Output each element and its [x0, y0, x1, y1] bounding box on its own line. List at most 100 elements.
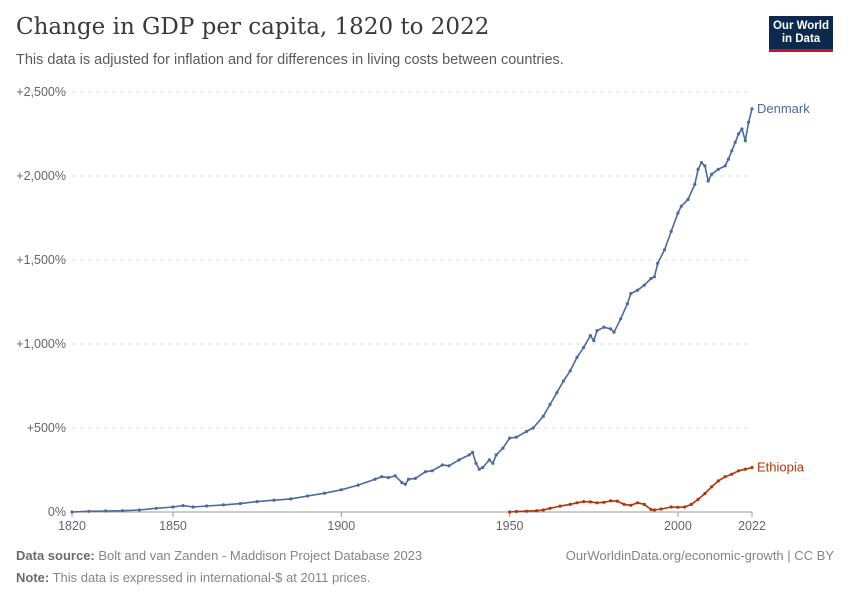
y-tick-label: +2,500%	[16, 85, 66, 99]
data-point-ethiopia	[716, 479, 720, 483]
data-point-denmark	[289, 497, 293, 501]
y-tick-label: +1,000%	[16, 337, 66, 351]
data-point-denmark	[635, 288, 640, 292]
data-point-ethiopia	[524, 509, 529, 513]
data-point-denmark	[205, 504, 209, 508]
data-point-denmark	[699, 161, 704, 165]
data-point-denmark	[612, 330, 616, 334]
data-point-denmark	[733, 140, 737, 144]
data-point-denmark	[686, 197, 690, 202]
data-point-ethiopia	[649, 507, 653, 512]
data-point-denmark	[642, 283, 646, 287]
x-tick-label: 2022	[738, 519, 766, 533]
data-point-denmark	[592, 339, 596, 343]
data-point-ethiopia	[575, 501, 579, 505]
data-point-ethiopia	[629, 503, 633, 507]
data-point-denmark	[104, 509, 108, 513]
logo-line-1: Our World	[772, 20, 829, 32]
data-point-ethiopia	[508, 510, 512, 514]
data-point-denmark	[70, 510, 74, 514]
x-tick-label: 1900	[327, 519, 355, 533]
data-point-denmark	[710, 172, 714, 176]
data-point-denmark	[221, 503, 226, 507]
data-point-denmark	[588, 334, 593, 338]
data-point-ethiopia	[669, 505, 673, 509]
data-point-denmark	[356, 483, 360, 487]
data-point-denmark	[568, 369, 572, 373]
data-point-denmark	[494, 453, 498, 457]
data-point-denmark	[750, 107, 754, 111]
data-point-denmark	[548, 402, 552, 407]
owid-logo[interactable]: Our World in Data	[769, 16, 833, 52]
data-point-denmark	[393, 474, 397, 478]
x-tick-label: 2000	[664, 519, 692, 533]
data-point-denmark	[403, 482, 407, 486]
data-point-ethiopia	[689, 502, 694, 506]
data-source-label: Data source:	[16, 548, 95, 563]
data-point-ethiopia	[548, 506, 552, 510]
data-point-denmark	[736, 132, 741, 136]
x-tick-label: 1850	[159, 519, 187, 533]
chart-title: Change in GDP per capita, 1820 to 2022	[16, 14, 490, 40]
data-point-ethiopia	[595, 501, 599, 505]
data-point-denmark	[693, 182, 697, 186]
data-point-denmark	[723, 164, 727, 168]
data-point-denmark	[743, 139, 747, 143]
data-point-denmark	[669, 229, 673, 233]
data-point-denmark	[471, 450, 475, 454]
data-point-denmark	[662, 248, 667, 252]
data-point-denmark	[629, 292, 633, 296]
data-point-denmark	[413, 476, 417, 480]
data-point-ethiopia	[568, 502, 572, 506]
data-point-ethiopia	[602, 500, 606, 504]
data-point-denmark	[595, 329, 599, 333]
source-link[interactable]: OurWorldinData.org/economic-growth | CC …	[565, 548, 834, 563]
data-point-ethiopia	[615, 499, 619, 503]
data-point-denmark	[696, 167, 700, 171]
series-label-denmark: Denmark	[757, 101, 810, 116]
data-point-denmark	[703, 164, 707, 168]
data-source-text[interactable]: Bolt and van Zanden - Maddison Project D…	[98, 548, 423, 563]
footnote: Note: This data is expressed in internat…	[16, 570, 370, 585]
data-point-denmark	[423, 470, 428, 474]
data-point-ethiopia	[750, 465, 754, 470]
data-point-denmark	[726, 157, 731, 161]
series-label-ethiopia: Ethiopia	[757, 459, 805, 474]
data-point-ethiopia	[659, 507, 663, 511]
data-point-denmark	[430, 469, 434, 473]
data-point-denmark	[730, 149, 734, 153]
data-point-denmark	[649, 276, 653, 281]
data-point-ethiopia	[642, 502, 646, 506]
data-point-denmark	[619, 317, 623, 321]
data-point-ethiopia	[535, 509, 539, 513]
data-point-denmark	[181, 504, 185, 508]
data-point-ethiopia	[696, 497, 700, 501]
data-point-ethiopia	[558, 504, 562, 508]
data-point-ethiopia	[710, 485, 714, 489]
data-point-denmark	[373, 477, 377, 481]
data-point-denmark	[400, 481, 404, 485]
data-point-denmark	[255, 500, 259, 504]
data-point-denmark	[477, 467, 481, 471]
data-point-denmark	[625, 302, 630, 306]
data-point-denmark	[716, 167, 720, 171]
logo-line-2: in Data	[781, 33, 821, 45]
data-point-ethiopia	[541, 508, 545, 512]
data-point-ethiopia	[730, 472, 734, 476]
data-point-denmark	[676, 211, 680, 215]
data-point-denmark	[440, 463, 444, 467]
x-tick-label: 1950	[496, 519, 524, 533]
data-point-ethiopia	[683, 505, 687, 509]
data-point-ethiopia	[736, 469, 741, 473]
data-point-denmark	[514, 435, 519, 439]
data-point-denmark	[171, 505, 175, 509]
note-text: This data is expressed in international-…	[52, 570, 371, 585]
data-point-ethiopia	[652, 508, 657, 512]
data-point-denmark	[380, 475, 384, 479]
data-point-denmark	[447, 464, 451, 468]
chart-subtitle: This data is adjusted for inflation and …	[16, 52, 564, 68]
data-point-denmark	[582, 345, 586, 349]
data-point-denmark	[487, 458, 491, 462]
data-point-ethiopia	[609, 499, 613, 503]
data-point-denmark	[191, 505, 195, 509]
